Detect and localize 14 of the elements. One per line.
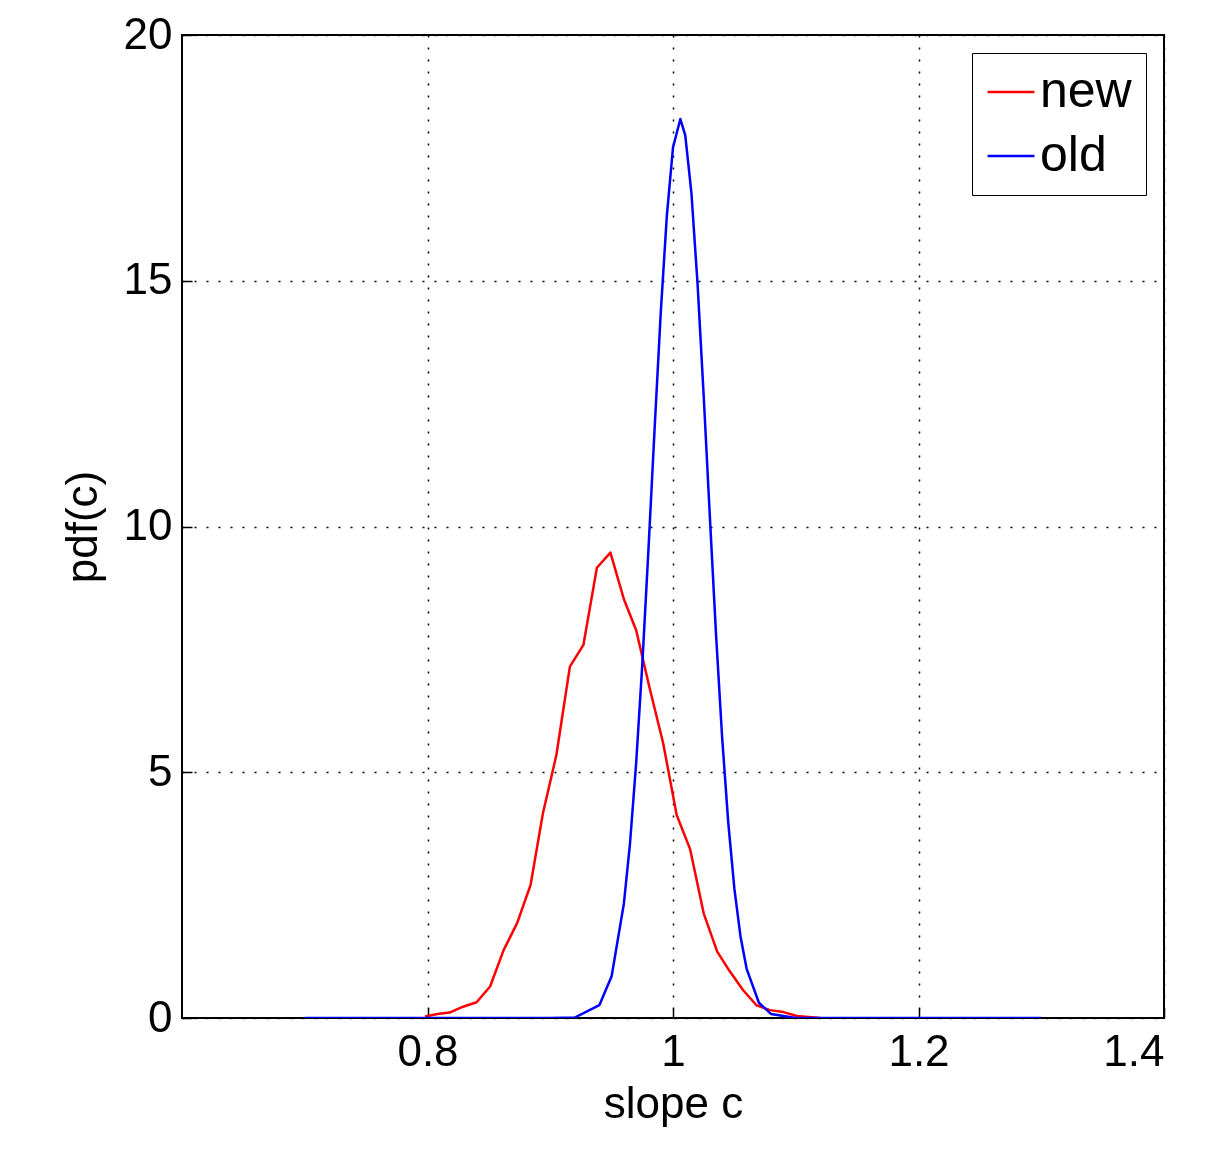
line-series xyxy=(303,117,1043,1018)
y-tick-label: 5 xyxy=(148,745,173,795)
y-axis-title: pdf(c) xyxy=(56,470,106,584)
x-tick-label: 1 xyxy=(661,1025,686,1075)
legend-label: old xyxy=(1040,126,1107,182)
y-tick-label: 10 xyxy=(123,500,173,549)
y-tick-label: 0 xyxy=(148,991,173,1041)
x-tick-label: 1.4 xyxy=(1103,1025,1165,1075)
y-tick-label: 15 xyxy=(123,254,173,304)
y-tick-label: 20 xyxy=(123,8,173,58)
x-axis-title: slope c xyxy=(603,1077,744,1127)
x-tick-label: 1.2 xyxy=(888,1025,950,1075)
x-tick-label: 0.8 xyxy=(397,1025,459,1075)
legend-label: new xyxy=(1040,62,1133,118)
